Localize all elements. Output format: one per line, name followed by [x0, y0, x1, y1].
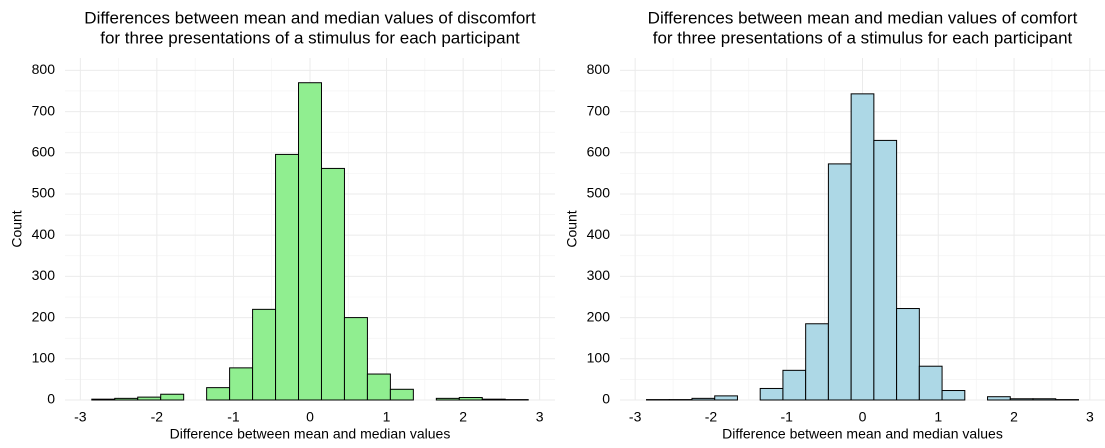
x-tick-label: -2: [151, 409, 164, 425]
bar: [389, 388, 414, 401]
chart-title: Differences between mean and median valu…: [648, 8, 1078, 27]
y-tick-label: 0: [602, 391, 610, 407]
y-tick-label: 200: [32, 308, 56, 324]
y-tick-label: 100: [587, 349, 611, 365]
x-tick-label: 3: [536, 409, 544, 425]
x-tick-label: 1: [934, 409, 942, 425]
y-tick-label: 0: [47, 391, 55, 407]
bar: [805, 323, 829, 401]
chart-title: Differences between mean and median valu…: [84, 8, 536, 27]
bar: [481, 398, 506, 401]
bar: [114, 397, 139, 401]
bar: [137, 396, 162, 401]
bar: [229, 367, 254, 401]
x-tick-label: 2: [459, 409, 467, 425]
y-tick-label: 400: [587, 226, 611, 242]
bar: [941, 390, 966, 401]
y-tick-label: 800: [587, 61, 611, 77]
x-tick-label: 3: [1086, 409, 1094, 425]
x-axis-label: Difference between mean and median value…: [170, 426, 451, 442]
bar: [896, 308, 920, 401]
bar: [458, 397, 483, 401]
y-tick-label: 300: [32, 267, 56, 283]
x-tick-label: -1: [780, 409, 793, 425]
bar: [759, 387, 784, 401]
bar: [343, 317, 368, 401]
bar: [987, 396, 1011, 401]
chart-title: for three presentations of a stimulus fo…: [100, 28, 520, 47]
y-tick-label: 700: [587, 102, 611, 118]
bar: [366, 373, 391, 401]
bar: [873, 139, 898, 401]
bar: [275, 153, 300, 401]
y-tick-label: 500: [32, 185, 56, 201]
x-tick-label: 0: [859, 409, 867, 425]
x-axis-label: Difference between mean and median value…: [722, 426, 1003, 442]
bar: [691, 397, 716, 401]
bar: [918, 365, 943, 401]
y-tick-label: 300: [587, 267, 611, 283]
y-tick-label: 400: [32, 226, 56, 242]
bar: [782, 369, 807, 401]
bar: [206, 387, 231, 401]
bar: [252, 308, 277, 401]
x-tick-label: 1: [383, 409, 391, 425]
bar: [827, 163, 852, 401]
y-axis-label: Count: [564, 210, 580, 247]
y-axis-label: Count: [9, 210, 25, 247]
x-tick-label: -1: [227, 409, 240, 425]
y-tick-label: 800: [32, 61, 56, 77]
y-tick-label: 600: [587, 143, 611, 159]
y-tick-label: 500: [587, 185, 611, 201]
x-tick-label: 0: [306, 409, 314, 425]
chart-title: for three presentations of a stimulus fo…: [653, 28, 1073, 47]
bar: [435, 397, 460, 401]
y-tick-label: 200: [587, 308, 611, 324]
bar: [850, 93, 875, 401]
bar: [320, 167, 345, 401]
y-tick-label: 700: [32, 102, 56, 118]
y-tick-label: 100: [32, 349, 56, 365]
x-tick-label: -2: [705, 409, 718, 425]
bar: [91, 398, 116, 401]
bar: [298, 82, 322, 401]
bar: [1032, 398, 1057, 401]
bar: [1009, 398, 1034, 401]
bar: [160, 393, 185, 401]
x-tick-label: -3: [74, 409, 87, 425]
x-tick-label: -3: [629, 409, 642, 425]
y-tick-label: 600: [32, 143, 56, 159]
x-tick-label: 2: [1010, 409, 1018, 425]
bar: [714, 395, 738, 401]
